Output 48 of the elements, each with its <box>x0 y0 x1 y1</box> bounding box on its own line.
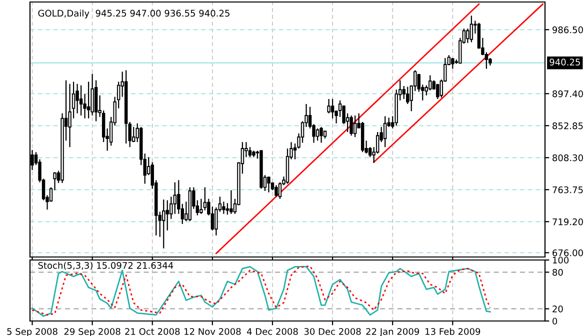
x-tick-label: 12 Nov 2008 <box>184 328 241 335</box>
x-tick-label: 13 Feb 2009 <box>426 328 480 335</box>
candlestick <box>166 200 169 231</box>
y-tick-label: 80 <box>552 268 563 276</box>
candlestick <box>210 206 214 231</box>
y-tick-label: 20 <box>552 306 563 312</box>
candlestick <box>132 126 136 143</box>
y-tick-label: 0 <box>552 318 558 325</box>
candlestick <box>436 83 440 100</box>
y-tick-label: 719.20 <box>552 218 583 226</box>
candlestick <box>451 57 454 70</box>
ref-line-label: 940.25 <box>550 58 580 66</box>
candlestick <box>203 186 207 211</box>
candlestick <box>222 201 226 214</box>
text: GOLD,Daily 945.25 947.00 936.55 940.25 <box>38 10 230 18</box>
candlestick <box>230 190 233 214</box>
candlestick <box>90 73 94 116</box>
x-tick-label: 4 Dec 2008 <box>246 328 298 335</box>
y-tick-label: 897.40 <box>552 90 583 98</box>
y-tick-label: 852.85 <box>552 122 583 130</box>
candlestick <box>316 128 320 142</box>
y-tick-label: 763.75 <box>552 186 583 194</box>
candlestick <box>353 114 357 138</box>
y-tick-label: 808.30 <box>552 154 583 162</box>
y-tick-label: 100 <box>552 256 569 264</box>
candlestick <box>68 83 72 148</box>
candlestick <box>79 84 83 116</box>
candlestick <box>383 116 387 148</box>
candlestick <box>484 52 488 70</box>
candlestick <box>402 85 406 100</box>
candlestick <box>86 81 90 119</box>
candlestick <box>162 198 166 249</box>
candlestick <box>330 98 334 119</box>
chart-title: Stoch(5,3,3) 15.0972 21.6344 <box>38 262 174 270</box>
x-tick-label: 30 Dec 2008 <box>304 328 361 335</box>
candlestick <box>226 202 230 216</box>
candlestick <box>327 98 330 114</box>
candlestick <box>466 28 470 44</box>
candlestick <box>406 86 410 105</box>
candlestick <box>320 126 323 144</box>
x-tick-label: 21 Oct 2008 <box>125 328 180 335</box>
candlestick <box>173 182 176 214</box>
candlestick <box>350 114 353 136</box>
candlestick <box>267 176 270 193</box>
candlestick <box>274 184 278 198</box>
y-tick-label: 986.50 <box>552 26 583 34</box>
y-tick-label: 676.00 <box>552 249 583 256</box>
candlestick <box>470 15 474 43</box>
